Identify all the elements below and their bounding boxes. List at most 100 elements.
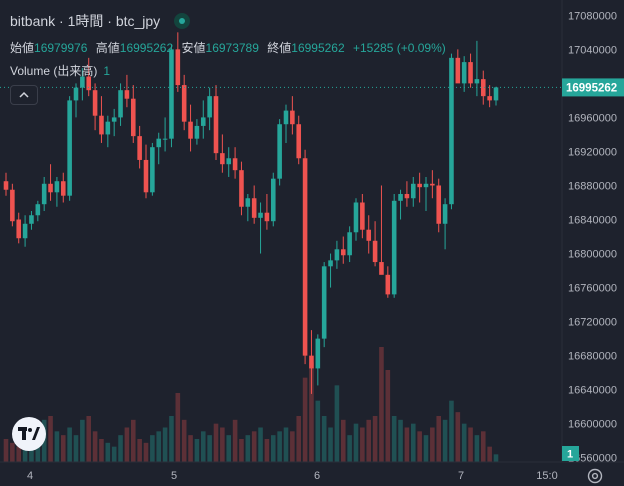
candle-body bbox=[73, 87, 79, 101]
volume-bar bbox=[251, 431, 257, 462]
time-axis[interactable]: 4 5 6 7 15:0 bbox=[0, 461, 624, 486]
ohlc-legend: 始値16979976 高値16995262 安値16973789 終値16995… bbox=[10, 39, 451, 56]
volume-bar bbox=[169, 416, 174, 462]
y-tick-label: 16880000 bbox=[568, 180, 617, 192]
chart-header: bitbank · 1時間 · btc_jpy bbox=[10, 11, 191, 31]
candle-body bbox=[41, 183, 47, 205]
x-tick-label: 5 bbox=[171, 470, 177, 482]
volume-bar bbox=[200, 431, 206, 462]
volume-bar bbox=[162, 427, 168, 462]
volume-bar bbox=[302, 377, 308, 462]
volume-bar bbox=[480, 431, 486, 462]
candle-body bbox=[169, 49, 174, 139]
collapse-legend-button[interactable] bbox=[10, 85, 38, 105]
tradingview-logo-icon[interactable] bbox=[12, 417, 46, 451]
candle-body bbox=[385, 274, 391, 295]
y-tick-label: 17040000 bbox=[568, 44, 617, 56]
volume-bar bbox=[430, 427, 435, 462]
candle-body bbox=[487, 96, 492, 101]
volume-bar bbox=[220, 427, 225, 462]
candle-body bbox=[29, 215, 34, 224]
candle-body bbox=[239, 170, 244, 207]
volume-last-label: 1 bbox=[567, 449, 573, 461]
candle-body bbox=[321, 266, 327, 339]
candle-body bbox=[449, 57, 454, 205]
volume-bar bbox=[290, 431, 295, 462]
candle-body bbox=[334, 249, 340, 261]
candle-body bbox=[124, 90, 130, 99]
candle-body bbox=[410, 183, 416, 199]
y-tick-label: 16640000 bbox=[568, 385, 617, 397]
volume-bar bbox=[181, 419, 187, 462]
volume-bar bbox=[474, 435, 480, 462]
volume-bar bbox=[296, 416, 302, 462]
x-tick-label: 7 bbox=[458, 470, 464, 482]
low-label: 安値 bbox=[181, 41, 206, 55]
volume-bar bbox=[16, 446, 22, 462]
candle-body bbox=[130, 98, 136, 137]
candle-body bbox=[143, 159, 149, 193]
volume-bar bbox=[99, 439, 104, 462]
volume-bar bbox=[270, 435, 276, 462]
volume-bar bbox=[264, 439, 270, 462]
candle-body bbox=[290, 110, 295, 125]
volume-bar bbox=[150, 435, 155, 462]
volume-bars bbox=[3, 347, 499, 462]
candle-body bbox=[353, 202, 359, 233]
candle-body bbox=[283, 110, 289, 125]
candle-body bbox=[430, 183, 435, 186]
volume-bar bbox=[340, 419, 346, 462]
volume-bar bbox=[423, 435, 429, 462]
x-tick-label: 4 bbox=[27, 470, 33, 482]
candle-body bbox=[302, 158, 308, 356]
y-tick-label: 16920000 bbox=[568, 146, 617, 158]
candle-body bbox=[258, 212, 263, 218]
volume-legend[interactable]: Volume (出来高) 1 bbox=[10, 62, 110, 79]
volume-bar bbox=[391, 416, 397, 462]
price-axis[interactable]: 1708000017040000170000001696000016920000… bbox=[561, 0, 624, 486]
change-value: +15285 (+0.09%) bbox=[353, 41, 446, 55]
volume-bar bbox=[137, 439, 142, 462]
volume-bar bbox=[455, 412, 461, 462]
volume-bar bbox=[3, 439, 9, 462]
volume-bar bbox=[366, 419, 372, 462]
volume-bar bbox=[80, 419, 85, 462]
candle-body bbox=[175, 49, 181, 86]
candle-body bbox=[366, 229, 372, 241]
volume-bar bbox=[334, 385, 340, 462]
candle-body bbox=[48, 183, 53, 193]
volume-bar bbox=[258, 427, 263, 462]
volume-bar bbox=[239, 439, 244, 462]
candle-body bbox=[436, 185, 442, 224]
volume-bar bbox=[60, 435, 66, 462]
candle-body bbox=[54, 181, 60, 193]
gear-icon[interactable] bbox=[586, 467, 604, 485]
candle-body bbox=[220, 153, 225, 165]
candle-body bbox=[162, 138, 168, 140]
volume-bar bbox=[417, 431, 422, 462]
candle-body bbox=[226, 158, 232, 165]
volume-bar bbox=[105, 442, 111, 462]
candle-body bbox=[277, 124, 282, 179]
volume-bar bbox=[207, 435, 212, 462]
volume-bar bbox=[379, 347, 384, 462]
y-tick-label: 16600000 bbox=[568, 419, 617, 431]
volume-label: Volume (出来高) bbox=[10, 64, 98, 78]
volume-bar bbox=[143, 442, 149, 462]
y-tick-label: 17080000 bbox=[568, 10, 617, 22]
volume-bar bbox=[124, 427, 130, 462]
volume-bar bbox=[48, 416, 53, 462]
candle-body bbox=[404, 193, 410, 199]
high-value: 16995262 bbox=[119, 41, 174, 55]
close-value: 16995262 bbox=[291, 41, 345, 55]
candle-body bbox=[360, 202, 365, 230]
volume-bar bbox=[410, 423, 416, 462]
candle-body bbox=[340, 249, 346, 256]
volume-bar bbox=[309, 362, 314, 462]
volume-bar bbox=[194, 439, 200, 462]
volume-bar bbox=[442, 419, 448, 462]
volume-bar bbox=[398, 419, 403, 462]
y-tick-label: 16960000 bbox=[568, 112, 617, 124]
volume-bar bbox=[188, 435, 193, 462]
